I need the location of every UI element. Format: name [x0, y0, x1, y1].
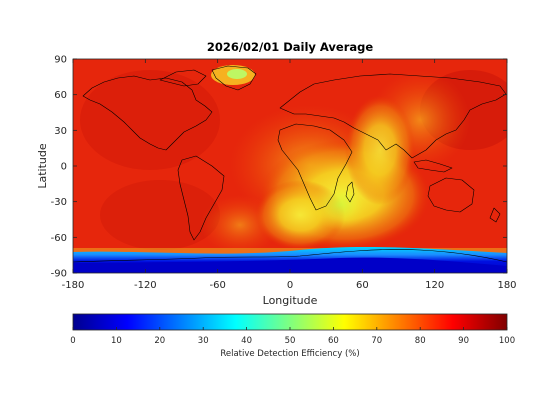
- colorbar-tick-label: 60: [328, 336, 339, 346]
- green-region: [310, 180, 370, 230]
- x-tick-label: 60: [356, 280, 369, 291]
- colorbar-tick-label: 50: [285, 336, 296, 346]
- colorbar-tick-label: 100: [499, 336, 515, 346]
- antarctica-region: [73, 257, 507, 273]
- colorbar-tick-label: 40: [241, 336, 252, 346]
- colorbar-tick-label: 80: [415, 336, 426, 346]
- x-tick-label: 0: [287, 280, 293, 291]
- x-tick-label: 120: [425, 280, 444, 291]
- x-tick-label: -180: [62, 280, 85, 291]
- y-tick-label: -60: [51, 233, 67, 244]
- y-tick-label: 90: [54, 55, 67, 66]
- coastlines: [73, 65, 507, 263]
- greenland-coast: [211, 65, 257, 91]
- y-tick-label: 0: [61, 162, 67, 173]
- x-tick-label: -120: [134, 280, 157, 291]
- colorbar-tick-label: 70: [371, 336, 382, 346]
- y-tick-label: -90: [51, 269, 67, 280]
- chart-title: 2026/02/01 Daily Average: [207, 40, 374, 54]
- madagascar-coast: [345, 181, 355, 203]
- antarctica-coast: [73, 249, 507, 263]
- yellow-region: [345, 95, 415, 205]
- heatmap-field: [73, 59, 507, 273]
- y-axis-label: Latitude: [36, 143, 49, 189]
- colorbar-tick-label: 10: [111, 336, 122, 346]
- dark-red-region: [100, 180, 220, 250]
- x-axis: -180 -120 -60 0 60 120 180: [62, 59, 517, 291]
- colorbar-ticks: 0 10 20 30 40 50 60 70 80 90 100: [70, 327, 515, 346]
- africa-coast: [277, 123, 353, 211]
- greenland-region: [227, 69, 247, 79]
- colorbar-tick-label: 0: [70, 336, 75, 346]
- colorbar-tick-label: 20: [154, 336, 165, 346]
- colorbar-tick-label: 90: [458, 336, 469, 346]
- indonesia-coast: [413, 159, 453, 173]
- x-tick-label: 180: [497, 280, 516, 291]
- colorbar-tick-label: 30: [198, 336, 209, 346]
- y-tick-label: 30: [54, 126, 67, 137]
- y-tick-label: -30: [51, 197, 67, 208]
- colorbar-label: Relative Detection Efficiency (%): [220, 349, 359, 359]
- arctic-islands-coast: [159, 69, 207, 87]
- dark-red-region: [80, 70, 220, 170]
- new-zealand-coast: [489, 207, 501, 223]
- south-america-coast: [177, 155, 225, 241]
- australia-coast: [427, 177, 475, 213]
- x-axis-label: Longitude: [263, 294, 318, 307]
- eurasia-coast: [279, 73, 507, 159]
- y-tick-label: 60: [54, 90, 67, 101]
- x-tick-label: -60: [209, 280, 225, 291]
- y-axis: 90 60 30 0 -30 -60 -90: [51, 55, 507, 280]
- north-america-coast: [82, 75, 213, 151]
